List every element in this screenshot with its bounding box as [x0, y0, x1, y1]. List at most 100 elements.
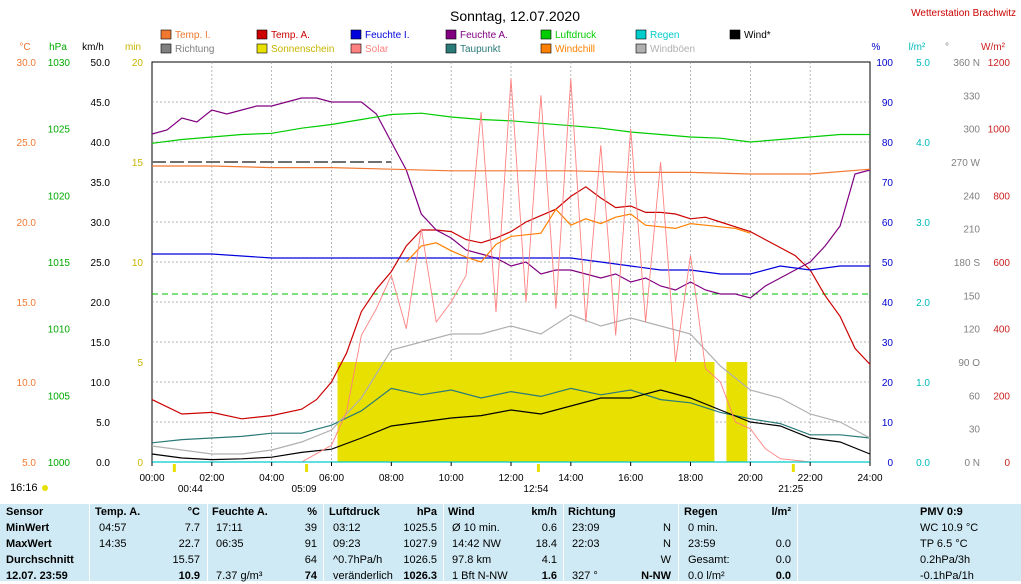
axis-tick-label: 120 — [963, 325, 980, 336]
legend-swatch — [256, 29, 268, 40]
stats-cell-value: 74 — [304, 570, 317, 582]
axis-unit-label: ° — [945, 42, 949, 53]
axis-tick-label: 10.0 — [17, 378, 37, 389]
stats-cell-value: 91 — [304, 538, 317, 550]
stats-cell-value: N — [663, 538, 671, 550]
legend-swatch — [635, 29, 647, 40]
stats-cell-label: veränderlich — [333, 570, 393, 582]
axis-tick-label: 200 — [993, 391, 1010, 402]
series-line-3 — [152, 165, 871, 175]
y-axes: 30.025.020.015.010.05.010301025102010151… — [17, 58, 1011, 469]
axis-tick-label: 70 — [882, 178, 894, 189]
axis-tick-label: 60 — [969, 391, 981, 402]
stats-separator — [563, 504, 564, 581]
stats-cell-value: 22.7 — [178, 538, 200, 550]
stats-cell-label: 22:03 — [572, 538, 600, 550]
sun-event-marker — [791, 464, 795, 472]
stats-cell-label: 06:35 — [216, 538, 244, 550]
axis-tick-label: 30.0 — [17, 58, 37, 69]
axis-unit-label: W/m² — [981, 42, 1006, 53]
legend-swatch — [729, 29, 741, 40]
stats-header: Feuchte A. — [212, 506, 268, 518]
axis-tick-label: 25.0 — [91, 258, 111, 269]
stats-cell-label: 7.37 g/m³ — [216, 570, 263, 582]
axis-tick-label: 5.0 — [22, 458, 36, 469]
chart-legend: Temp. I. Temp. A. Feuchte I. Feuchte A. Luft… — [160, 29, 771, 55]
axis-tick-label: 150 — [963, 291, 980, 302]
axis-tick-label: 180 S — [954, 258, 980, 269]
axis-tick-label: 40.0 — [91, 138, 111, 149]
axis-tick-label: 30 — [882, 338, 894, 349]
axis-tick-label: 270 W — [951, 158, 980, 169]
legend-label: Taupunkt — [460, 44, 501, 55]
axis-tick-label: 5 — [137, 358, 143, 369]
axis-tick-label: 20.0 — [91, 298, 111, 309]
stats-separator — [207, 504, 208, 581]
axis-tick-label: 4.0 — [916, 138, 930, 149]
stats-unit: l/m² — [771, 506, 791, 518]
legend-label: Feuchte I. — [365, 30, 409, 41]
axis-unit-label: hPa — [49, 42, 67, 53]
axis-unit-label: % — [872, 42, 881, 53]
axis-tick-label: 30 — [969, 425, 981, 436]
axis-tick-label: 35.0 — [91, 178, 111, 189]
axis-tick-label: 1.0 — [916, 378, 930, 389]
axis-tick-label: 0.0 — [916, 458, 930, 469]
stats-cell-value: 1025.5 — [403, 522, 437, 534]
legend-label: Feuchte A. — [460, 30, 508, 41]
stats-unit: km/h — [531, 506, 557, 518]
stats-cell-value: 15.57 — [172, 554, 200, 566]
stats-cell-value: N — [663, 522, 671, 534]
legend-label: Temp. I. — [175, 30, 211, 41]
sun-event-time: 21:25 — [778, 484, 803, 495]
stats-header: Luftdruck — [329, 506, 380, 518]
series-line-2 — [151, 112, 870, 144]
stats-cell-value: 1026.5 — [403, 554, 437, 566]
axis-tick-label: 210 — [963, 225, 980, 236]
stats-row-label: MinWert — [6, 522, 50, 534]
stats-cell-value: 0.0 — [775, 554, 791, 566]
sun-event-marker — [536, 464, 540, 472]
legend-label: Windböen — [650, 44, 695, 55]
sun-event-time: 12:54 — [523, 484, 548, 495]
axis-tick-label: 10 — [882, 418, 894, 429]
axis-tick-label: 2.0 — [916, 298, 930, 309]
x-tick-label: 22:00 — [798, 473, 823, 484]
sun-event-time: 05:09 — [292, 484, 317, 495]
legend-swatch — [540, 29, 552, 40]
x-tick-label: 24:00 — [857, 473, 882, 484]
stats-header: Richtung — [568, 506, 616, 518]
axis-unit-label: km/h — [82, 42, 104, 53]
stats-row-label: 0.2hPa/3h — [920, 554, 971, 566]
stats-cell-label: 03:12 — [333, 522, 361, 534]
x-tick-label: 14:00 — [558, 473, 583, 484]
axis-tick-label: 10.0 — [91, 378, 111, 389]
stats-cell-value: N-NW — [641, 570, 671, 582]
axis-tick-label: 10 — [132, 258, 144, 269]
axis-tick-label: 1025 — [48, 125, 71, 136]
x-axis: 00:00 02:00 04:00 06:00 08:00 10:00 12:00 14:00… — [139, 462, 883, 484]
stats-cell-value: 0.6 — [541, 522, 557, 534]
axis-tick-label: 330 — [963, 91, 980, 102]
axis-tick-label: 0 — [1004, 458, 1010, 469]
stats-cell-value: 39 — [304, 522, 317, 534]
axis-tick-label: 3.0 — [916, 218, 930, 229]
stats-cell-label: 17:11 — [216, 522, 243, 534]
stats-row-label: WC 10.9 °C — [920, 522, 979, 534]
sun-events: 00:44 05:09 12:54 21:25 — [172, 464, 804, 495]
stats-cell-label: 23:09 — [572, 522, 600, 534]
axis-tick-label: 20 — [882, 378, 894, 389]
weather-chart: Sonntag, 12.07.2020 Wetterstation Brachw… — [10, 8, 1016, 495]
legend-label: Regen — [650, 30, 679, 41]
axis-unit-label: °C — [19, 42, 30, 53]
axis-tick-label: 50.0 — [91, 58, 111, 69]
series-line-8 — [151, 314, 871, 455]
axis-tick-label: 1200 — [988, 58, 1011, 69]
legend-swatch — [350, 43, 362, 54]
axis-tick-label: 1020 — [48, 191, 71, 202]
legend-swatch — [540, 43, 552, 54]
legend-label: Solar — [365, 44, 389, 55]
stats-separator — [678, 504, 679, 581]
sun-event-marker — [172, 464, 176, 472]
stats-row-label: MaxWert — [6, 538, 52, 550]
